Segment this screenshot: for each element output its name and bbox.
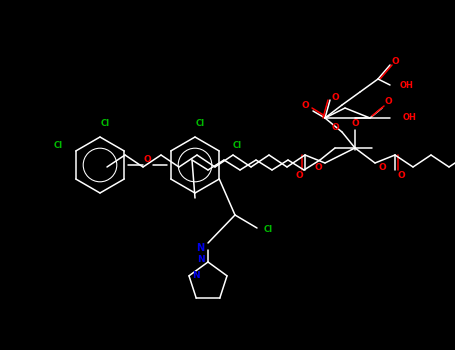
Text: O: O (391, 56, 399, 65)
Text: O: O (314, 162, 322, 172)
Text: O: O (331, 124, 339, 133)
Text: Cl: Cl (53, 140, 63, 149)
Text: N: N (196, 243, 204, 253)
Text: Cl: Cl (263, 225, 273, 234)
Text: O: O (144, 155, 152, 164)
Text: Cl: Cl (101, 119, 110, 127)
Text: N: N (197, 256, 205, 265)
Text: O: O (378, 162, 386, 172)
Text: O: O (301, 100, 309, 110)
Text: O: O (331, 92, 339, 102)
Text: OH: OH (400, 80, 414, 90)
Text: OH: OH (403, 113, 417, 122)
Text: N: N (192, 271, 200, 280)
Text: O: O (397, 172, 405, 181)
Text: Cl: Cl (233, 140, 242, 149)
Text: O: O (384, 97, 392, 105)
Text: O: O (351, 119, 359, 128)
Text: O: O (295, 172, 303, 181)
Text: Cl: Cl (196, 119, 205, 127)
